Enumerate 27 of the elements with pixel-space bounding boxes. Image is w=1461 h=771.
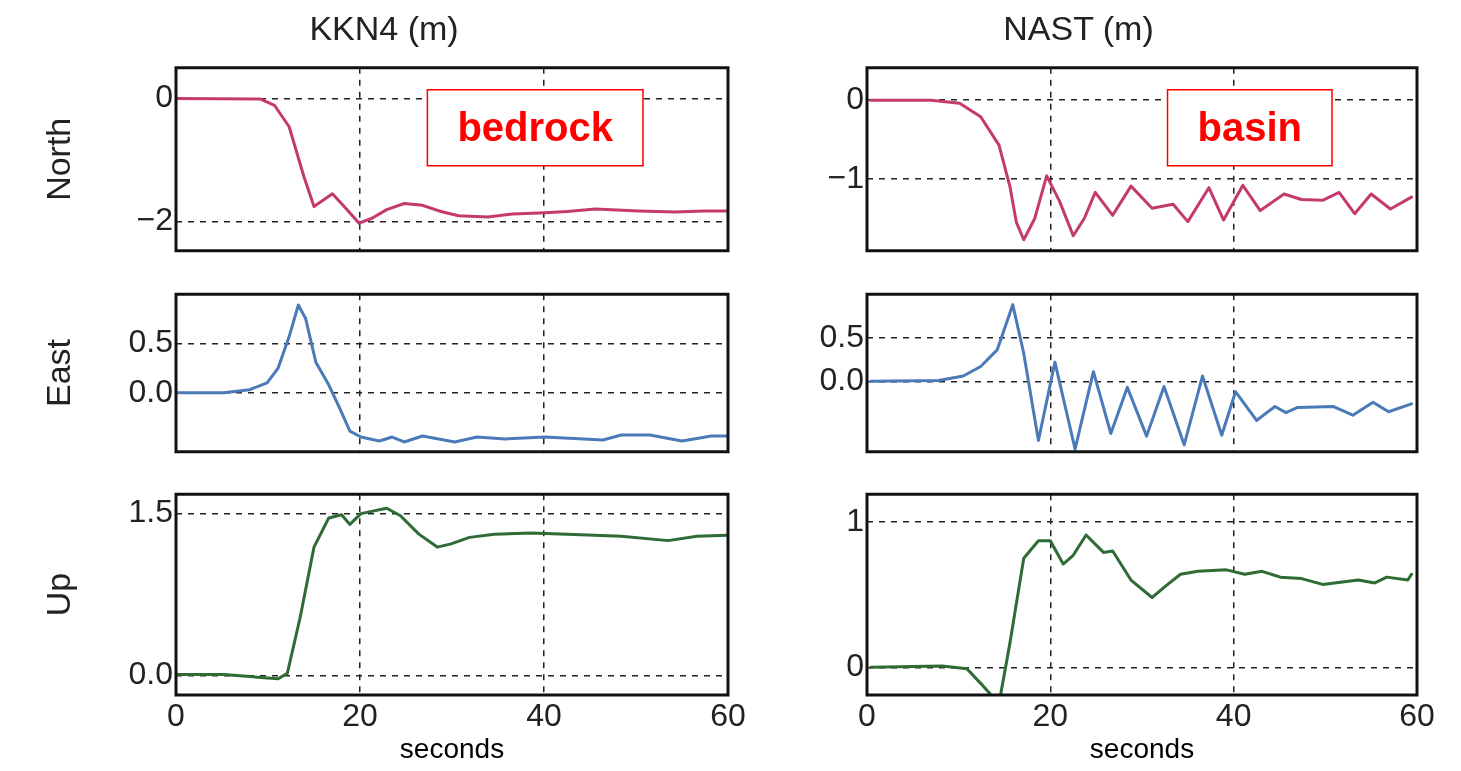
y-axis-title: East bbox=[38, 338, 77, 408]
y-axis-title: North bbox=[38, 117, 77, 201]
x-tick-label: 60 bbox=[1399, 697, 1435, 734]
x-tick-label: 40 bbox=[1215, 697, 1252, 734]
y-tick-label: 0.5 bbox=[128, 323, 173, 360]
y-axis-title: Up bbox=[38, 572, 77, 617]
x-axis-title: seconds bbox=[399, 732, 505, 764]
annotation: bedrock bbox=[457, 104, 614, 149]
y-tick-label: 0.0 bbox=[819, 361, 864, 398]
x-tick-label: 20 bbox=[1032, 697, 1069, 734]
y-tick-label: 0 bbox=[155, 78, 173, 115]
x-tick-label: 40 bbox=[526, 697, 562, 734]
y-tick-label: 0 bbox=[846, 647, 864, 684]
x-tick-label: 60 bbox=[710, 697, 746, 734]
annotation: basin bbox=[1197, 104, 1303, 149]
chart-title: KKN4 (m) bbox=[309, 8, 459, 47]
chart-title: NAST (m) bbox=[1003, 8, 1154, 47]
y-tick-label: 0.0 bbox=[128, 372, 173, 409]
x-tick-label: 20 bbox=[342, 697, 378, 734]
y-tick-label: −1 bbox=[827, 158, 864, 195]
y-tick-label: 0.0 bbox=[128, 655, 173, 692]
x-axis-title: seconds bbox=[1089, 732, 1195, 764]
y-tick-label: 0 bbox=[846, 79, 864, 116]
y-tick-label: 1 bbox=[846, 501, 864, 538]
y-tick-label: 1.5 bbox=[128, 493, 173, 530]
y-tick-label: 0.5 bbox=[819, 317, 864, 354]
y-tick-label: −2 bbox=[136, 201, 173, 238]
